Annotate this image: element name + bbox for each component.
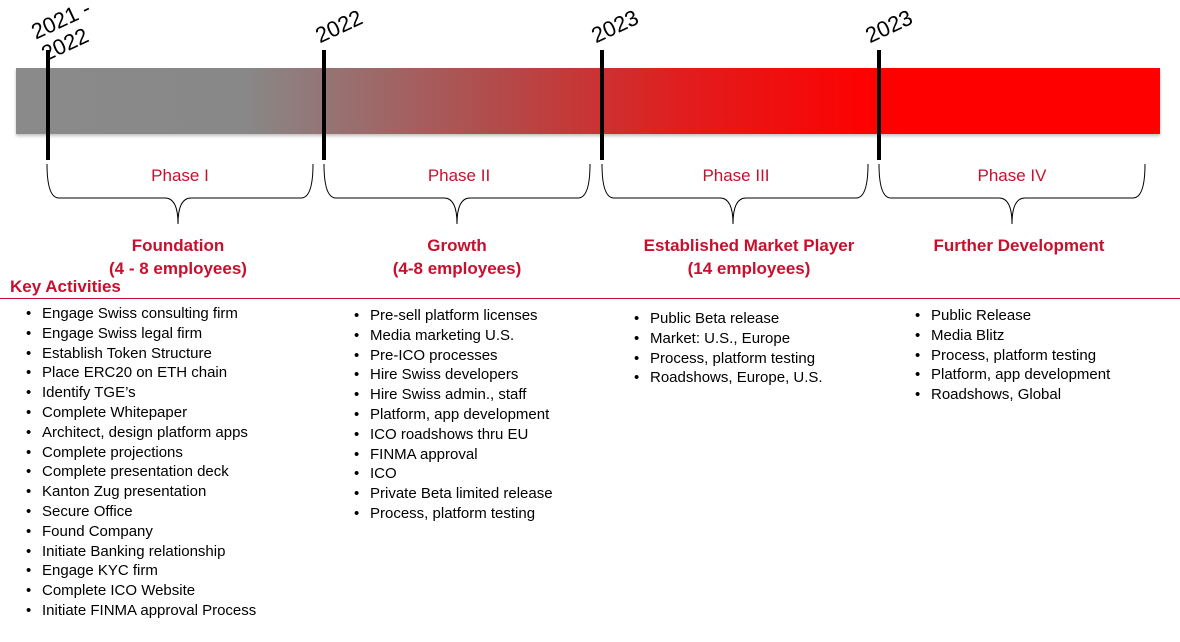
activity-item: Pre-ICO processes	[354, 346, 553, 366]
activity-item: Media Blitz	[915, 326, 1110, 346]
timeline-tick-4	[877, 50, 881, 160]
activity-item: FINMA approval	[354, 445, 553, 465]
activity-item: Initiate FINMA approval Process	[26, 601, 256, 621]
phase-title-2-name: Growth	[427, 236, 487, 255]
activity-item: Roadshows, Global	[915, 385, 1110, 405]
activity-item: Platform, app development	[915, 365, 1110, 385]
activity-item: Process, platform testing	[634, 349, 823, 369]
activity-item: Public Release	[915, 306, 1110, 326]
phase-title-1-subtitle: (4 - 8 employees)	[109, 259, 247, 278]
activity-item: Pre-sell platform licenses	[354, 306, 553, 326]
phase-label-4: Phase IV	[977, 166, 1047, 185]
phase-brace-1	[46, 163, 314, 225]
year-label-2: 2022	[311, 4, 367, 49]
phase-brace-3	[601, 163, 869, 225]
activity-item: Engage KYC firm	[26, 561, 256, 581]
phase-title-4-name: Further Development	[933, 236, 1105, 255]
activity-item: Architect, design platform apps	[26, 423, 256, 443]
year-label-1: 2021 - 2022	[27, 0, 95, 66]
activity-item: Secure Office	[26, 502, 256, 522]
activity-item: Process, platform testing	[915, 346, 1110, 366]
activity-item: Complete Whitepaper	[26, 403, 256, 423]
phase-label-2: Phase II	[427, 166, 491, 185]
activity-item: Complete presentation deck	[26, 462, 256, 482]
activity-item: Private Beta limited release	[354, 484, 553, 504]
activity-item: Initiate Banking relationship	[26, 542, 256, 562]
activities-list-4: Public ReleaseMedia BlitzProcess, platfo…	[915, 306, 1110, 405]
phase-label-1: Phase I	[151, 166, 209, 185]
year-label-4: 2023	[861, 4, 917, 49]
phase-title-1-name: Foundation	[131, 236, 225, 255]
phase-title-2: Growth (4-8 employees)	[297, 234, 617, 280]
activity-item: Establish Token Structure	[26, 344, 256, 364]
activity-item: ICO roadshows thru EU	[354, 425, 553, 445]
phase-brace-4	[878, 163, 1146, 225]
activity-item: ICO	[354, 464, 553, 484]
timeline-tick-1	[46, 50, 50, 160]
timeline-tick-2	[322, 50, 326, 160]
timeline-bar	[16, 68, 1160, 134]
activity-item: Hire Swiss developers	[354, 365, 553, 385]
activity-item: Media marketing U.S.	[354, 326, 553, 346]
phase-title-2-subtitle: (4-8 employees)	[392, 259, 522, 278]
activity-item: Complete ICO Website	[26, 581, 256, 601]
activities-list-1: Engage Swiss consulting firmEngage Swiss…	[26, 304, 256, 621]
activity-item: Market: U.S., Europe	[634, 329, 823, 349]
timeline-tick-3	[600, 50, 604, 160]
phase-title-3-name: Established Market Player	[643, 236, 855, 255]
activity-item: Identify TGE’s	[26, 383, 256, 403]
phase-title-3-subtitle: (14 employees)	[687, 259, 811, 278]
activity-item: Platform, app development	[354, 405, 553, 425]
activity-item: Complete projections	[26, 443, 256, 463]
activity-item: Found Company	[26, 522, 256, 542]
phase-label-3: Phase III	[702, 166, 770, 185]
activity-item: Hire Swiss admin., staff	[354, 385, 553, 405]
activity-item: Engage Swiss legal firm	[26, 324, 256, 344]
key-activities-title: Key Activities	[10, 277, 121, 296]
activity-item: Public Beta release	[634, 309, 823, 329]
year-label-3: 2023	[587, 4, 643, 49]
activities-list-3: Public Beta releaseMarket: U.S., EuropeP…	[634, 309, 823, 388]
activity-item: Engage Swiss consulting firm	[26, 304, 256, 324]
phase-brace-2	[323, 163, 591, 225]
activity-item: Place ERC20 on ETH chain	[26, 363, 256, 383]
activity-item: Kanton Zug presentation	[26, 482, 256, 502]
activities-list-2: Pre-sell platform licensesMedia marketin…	[354, 306, 553, 524]
phase-title-4: Further Development	[859, 234, 1179, 257]
phase-title-3: Established Market Player (14 employees)	[589, 234, 909, 280]
phase-title-1: Foundation (4 - 8 employees)	[18, 234, 338, 280]
activity-item: Roadshows, Europe, U.S.	[634, 368, 823, 388]
activity-item: Process, platform testing	[354, 504, 553, 524]
section-divider	[0, 298, 1180, 299]
